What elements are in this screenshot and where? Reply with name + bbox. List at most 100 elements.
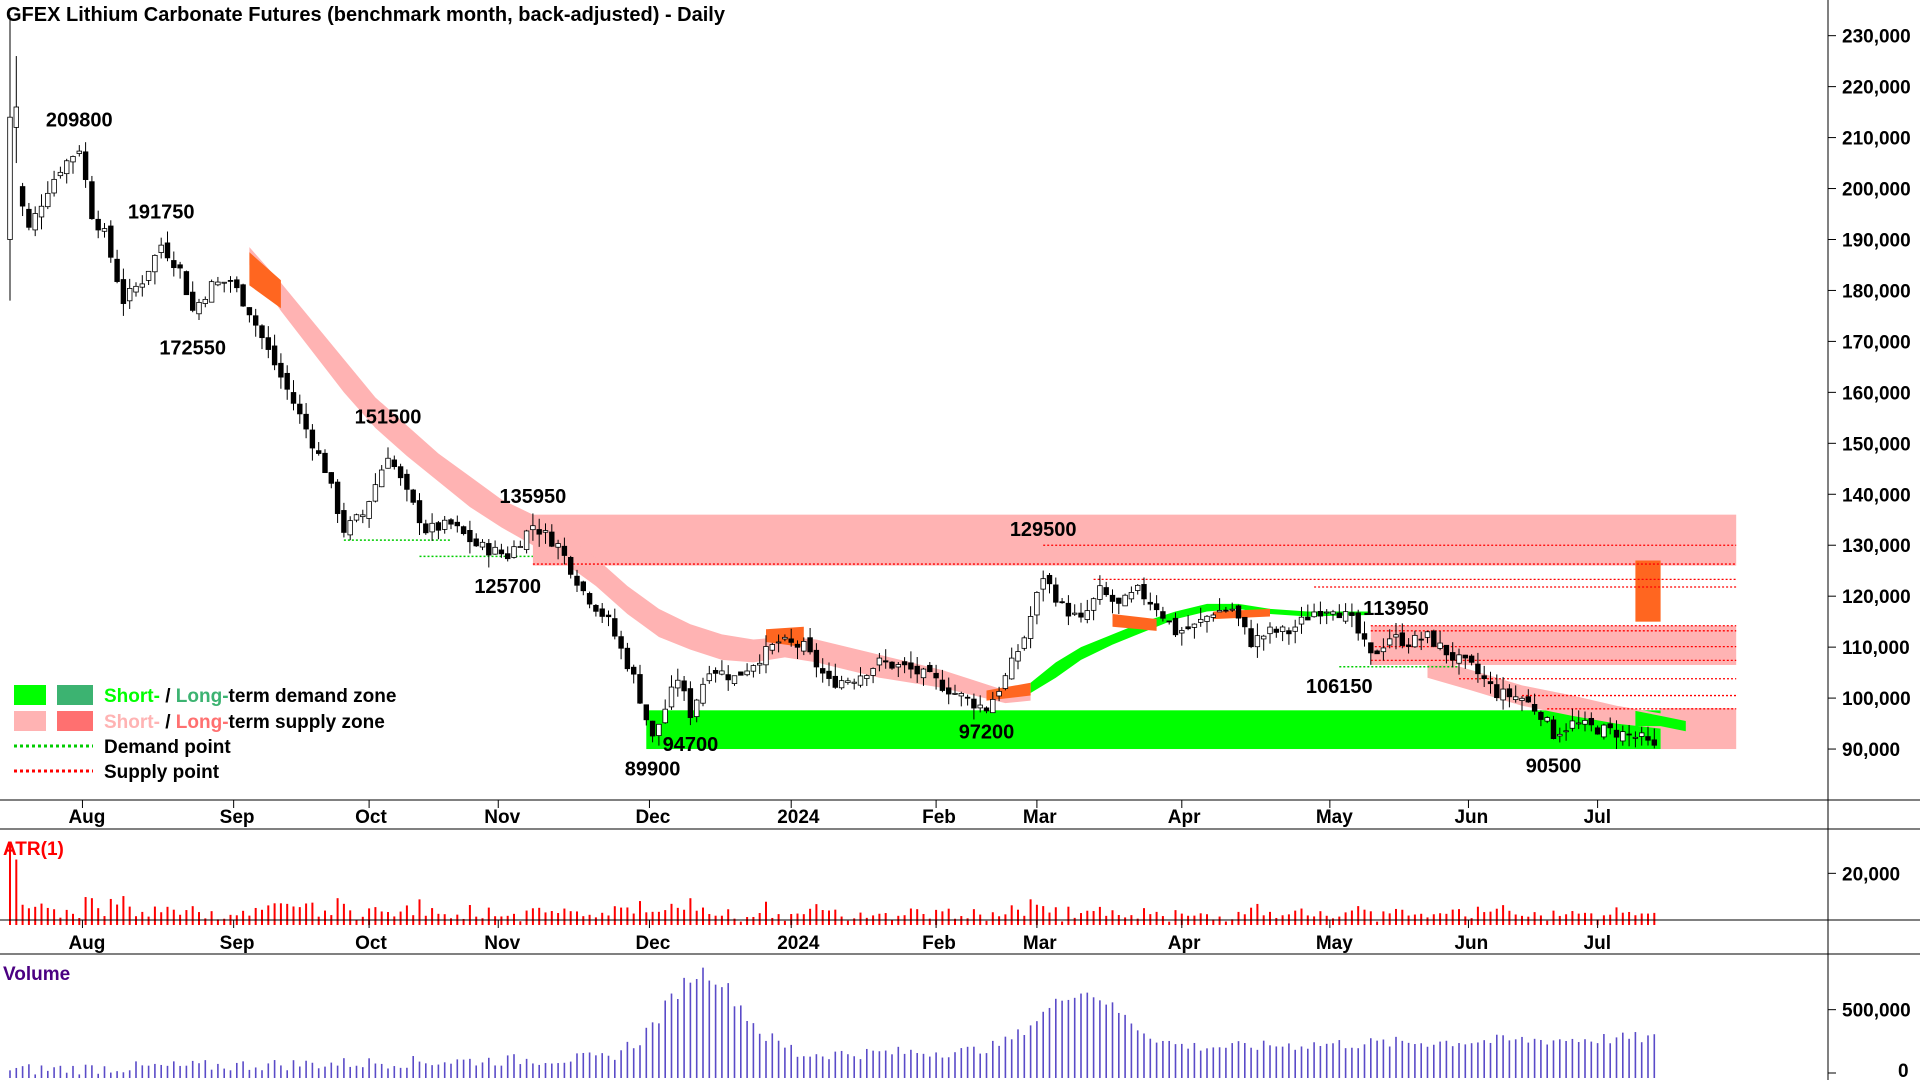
volume-bar (1634, 1032, 1637, 1078)
volume-bar (393, 1066, 396, 1078)
volume-bar (437, 1064, 440, 1078)
candle-body (479, 541, 486, 548)
atr-bar (758, 913, 761, 925)
pivot-label-125700: 125700 (474, 576, 541, 598)
candle-body (1626, 733, 1632, 736)
candle-body (549, 531, 555, 547)
atr-bar (21, 904, 24, 925)
atr-bar (613, 906, 616, 925)
atr-bar (361, 916, 364, 925)
candle-body (618, 636, 624, 649)
candle-body (1450, 652, 1456, 661)
atr-bar (1338, 916, 1341, 925)
candle-body (1065, 602, 1072, 617)
levels-layer (343, 539, 1737, 710)
volume-bar (116, 1071, 118, 1078)
candle-body (1002, 675, 1009, 689)
candle-body (1424, 631, 1431, 638)
atr-bar (191, 906, 194, 925)
candle-body (1519, 697, 1525, 701)
volume-bar (53, 1067, 55, 1078)
candle-body (1273, 628, 1279, 633)
legend-swatch-long-supply (57, 711, 93, 731)
volume-bar (1603, 1034, 1605, 1078)
volume-bar (1237, 1041, 1240, 1078)
atr-bar (576, 911, 578, 925)
volume-bar (380, 1063, 383, 1078)
candle-body (215, 281, 221, 286)
candle-body (864, 675, 870, 679)
candle-body (252, 315, 259, 326)
candle-body (1191, 623, 1198, 628)
candle-body (435, 522, 442, 531)
volume-bar (412, 1056, 414, 1078)
volume-bar (1344, 1048, 1347, 1078)
volume-bar (929, 1056, 931, 1078)
volume-bar (110, 1072, 112, 1078)
volume-bar (1470, 1043, 1473, 1078)
volume-bar (34, 1074, 36, 1078)
supply-zone-long (532, 514, 1737, 566)
candle-body (996, 690, 1002, 697)
atr-bar (166, 906, 169, 925)
candle-body (838, 680, 845, 689)
volume-bar (884, 1050, 887, 1078)
volume-bar (1571, 1038, 1574, 1078)
volume-bar (488, 1057, 490, 1078)
volume-bar (1313, 1042, 1315, 1078)
volume-bar (1540, 1039, 1542, 1078)
volume-bar (1199, 1050, 1202, 1078)
candle-body (1405, 644, 1412, 647)
atr-bar (1319, 911, 1322, 925)
candle-body (1368, 642, 1374, 654)
volume-bar (677, 999, 679, 1078)
volume-bar (1559, 1039, 1561, 1078)
pivot-label-106150: 106150 (1306, 676, 1373, 698)
atr-bar (1426, 917, 1429, 925)
candle-body (901, 661, 908, 666)
volume-bar (1181, 1043, 1183, 1078)
volume-bar (947, 1057, 950, 1078)
atr-bar (1508, 910, 1511, 925)
candle-body (1103, 587, 1109, 596)
volume-bar (784, 1047, 786, 1078)
atr-bar (783, 920, 786, 925)
volume-bar (859, 1059, 862, 1078)
atr-bar (437, 913, 440, 925)
volume-bar (576, 1053, 578, 1078)
candle-body (920, 668, 927, 679)
volume-bar (399, 1067, 402, 1078)
candle-body (1349, 612, 1355, 616)
atr-bar (103, 916, 106, 925)
candle-body (64, 160, 70, 175)
pivot-label-129500: 129500 (1010, 519, 1077, 541)
volume-bar (1073, 997, 1076, 1078)
volume-bar (695, 979, 698, 1078)
atr-bar (1174, 910, 1177, 925)
candle-body (271, 345, 278, 366)
candle-body (334, 481, 341, 514)
atr-bar (1395, 908, 1397, 925)
atr-bar (884, 913, 887, 925)
atr-bar (141, 911, 144, 925)
x-tick-label: Apr (1168, 807, 1201, 828)
atr-bar (1275, 917, 1278, 925)
atr-bar (1647, 913, 1649, 925)
atr-bar (90, 898, 93, 925)
y-tick-label: 200,000 (1842, 180, 1911, 201)
candle-body (360, 514, 366, 518)
volume-bar (128, 1070, 131, 1078)
atr-bar (909, 908, 912, 925)
candle-body (1116, 597, 1122, 604)
candle-body (1046, 574, 1053, 585)
candle-body (347, 520, 353, 536)
candle-body (933, 672, 939, 679)
y-tick-label: 180,000 (1842, 281, 1911, 302)
volume-bar (1225, 1047, 1227, 1078)
atr-bar (846, 920, 849, 925)
atr-bar (1451, 909, 1454, 925)
volume-bar (658, 1023, 660, 1078)
atr-bar (771, 917, 774, 925)
